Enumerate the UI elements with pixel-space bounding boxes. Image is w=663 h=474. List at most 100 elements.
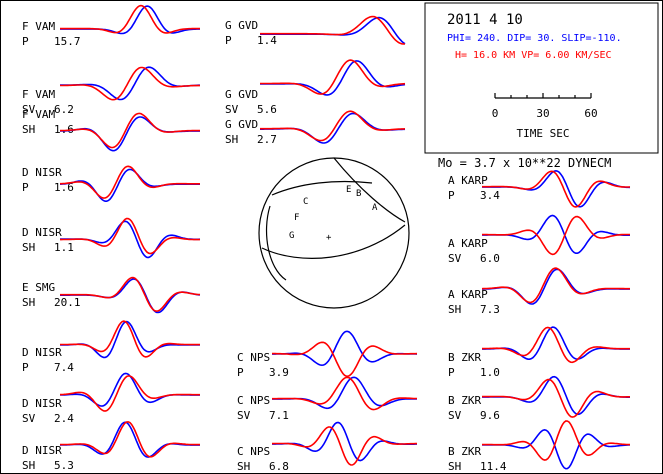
trace-group: A KARP SH 7.3 xyxy=(448,267,630,316)
synthetic-waveform xyxy=(60,217,200,255)
synthetic-waveform xyxy=(60,66,200,101)
synthetic-waveform xyxy=(60,421,200,458)
trace-station-label: G GVD xyxy=(225,118,258,131)
trace-group: D NISR SH 5.3 xyxy=(22,421,200,472)
trace-station-label: C NPS xyxy=(237,351,270,364)
trace-phase-label: SH xyxy=(22,296,35,309)
trace-amplitude-label: 7.3 xyxy=(480,303,500,316)
trace-station-label: G GVD xyxy=(225,19,258,32)
trace-station-label: E SMG xyxy=(22,281,55,294)
trace-amplitude-label: 6.2 xyxy=(54,103,74,116)
observed-waveform xyxy=(272,421,417,462)
trace-station-label: D NISR xyxy=(22,397,62,410)
synthetic-waveform xyxy=(482,420,630,461)
trace-station-label: C NPS xyxy=(237,445,270,458)
trace-group: G GVD SH 2.7 xyxy=(225,110,406,146)
trace-phase-label: SV xyxy=(22,412,36,425)
trace-group: F VAM SH 1.6 xyxy=(22,108,200,152)
synthetic-waveform xyxy=(60,165,200,199)
nodal-plane-upper xyxy=(271,180,373,196)
station-marker: B xyxy=(356,189,361,199)
synthetic-waveform xyxy=(260,110,406,142)
trace-amplitude-label: 6.8 xyxy=(269,460,289,473)
trace-phase-label: SV xyxy=(448,409,462,422)
station-marker: E xyxy=(346,185,351,195)
observed-waveform xyxy=(59,168,200,202)
trace-group: E SMG SH 20.1 xyxy=(22,276,201,314)
observed-waveform xyxy=(60,372,200,407)
focal-sphere-outline xyxy=(258,157,410,309)
trace-phase-label: P xyxy=(225,34,232,47)
nodal-plane-lower xyxy=(265,205,287,281)
trace-phase-label: SH xyxy=(22,241,35,254)
trace-amplitude-label: 3.9 xyxy=(269,366,289,379)
scale-axis-label: TIME SEC xyxy=(517,127,570,140)
trace-group: B ZKR P 1.0 xyxy=(448,326,630,379)
trace-phase-label: P xyxy=(22,361,29,374)
synthetic-waveform xyxy=(60,375,200,412)
trace-phase-label: SV xyxy=(448,252,462,265)
trace-phase-label: SH xyxy=(448,303,461,316)
nodal-plane-lower xyxy=(261,224,406,259)
synthetic-waveform xyxy=(60,112,200,149)
synthetic-waveform xyxy=(272,426,417,466)
observed-waveform xyxy=(482,326,630,360)
trace-phase-label: P xyxy=(448,366,455,379)
trace-amplitude-label: 9.6 xyxy=(480,409,500,422)
scale-tick-label: 30 xyxy=(536,107,549,120)
trace-phase-label: SV xyxy=(22,103,36,116)
trace-station-label: A KARP xyxy=(448,174,488,187)
trace-group: C NPS SV 7.1 xyxy=(237,376,418,422)
trace-amplitude-label: 15.7 xyxy=(54,35,81,48)
synthetic-waveform xyxy=(482,170,631,208)
trace-group: D NISR SH 1.1 xyxy=(22,217,201,259)
trace-amplitude-label: 1.0 xyxy=(480,366,500,379)
observed-waveform xyxy=(482,375,630,416)
station-marker: A xyxy=(372,203,378,213)
trace-amplitude-label: 2.4 xyxy=(54,412,74,425)
trace-group: G GVD SV 5.6 xyxy=(225,59,406,116)
trace-station-label: D NISR xyxy=(22,166,62,179)
trace-amplitude-label: 5.3 xyxy=(54,459,74,472)
trace-station-label: B ZKR xyxy=(448,445,481,458)
trace-group: C NPS P 3.9 xyxy=(237,330,418,379)
trace-phase-label: P xyxy=(237,366,244,379)
station-marker: C xyxy=(303,197,308,207)
trace-amplitude-label: 1.6 xyxy=(54,181,74,194)
trace-amplitude-label: 20.1 xyxy=(54,296,81,309)
synthetic-waveform xyxy=(260,15,405,45)
trace-phase-label: SV xyxy=(225,103,239,116)
trace-station-label: F VAM xyxy=(22,88,55,101)
observed-waveform xyxy=(260,16,406,45)
synthetic-waveform xyxy=(482,326,630,364)
trace-phase-label: P xyxy=(448,189,455,202)
time-scale-bar: 0 30 60 TIME SEC xyxy=(492,93,598,140)
trace-phase-label: SH xyxy=(237,460,250,473)
header-panel: 2011 4 10 PHI= 240. DIP= 30. SLIP=-110. … xyxy=(424,2,659,154)
synthetic-waveform xyxy=(482,378,630,418)
trace-station-label: B ZKR xyxy=(448,394,481,407)
trace-amplitude-label: 6.0 xyxy=(480,252,500,265)
trace-amplitude-label: 5.6 xyxy=(257,103,277,116)
trace-group: D NISR P 7.4 xyxy=(22,320,200,374)
trace-station-label: B ZKR xyxy=(448,351,481,364)
trace-phase-label: SH xyxy=(448,460,461,473)
header-box xyxy=(424,2,659,154)
synthetic-waveform xyxy=(59,320,200,358)
trace-amplitude-label: 1.1 xyxy=(54,241,74,254)
synthetic-waveform xyxy=(482,215,630,256)
trace-phase-label: P xyxy=(22,35,29,48)
trace-group: F VAM P 15.7 xyxy=(22,4,200,48)
trace-group: B ZKR SV 9.6 xyxy=(448,375,630,422)
seismic-moment: Mo = 3.7 x 10**22 DYNECM xyxy=(438,156,611,170)
trace-amplitude-label: 11.4 xyxy=(480,460,507,473)
observed-waveform xyxy=(272,376,417,410)
station-marker: G xyxy=(289,231,294,241)
trace-station-label: D NISR xyxy=(22,226,62,239)
trace-group: F VAM SV 6.2 xyxy=(22,66,200,116)
observed-waveform xyxy=(60,66,200,101)
trace-phase-label: SH xyxy=(22,123,35,136)
